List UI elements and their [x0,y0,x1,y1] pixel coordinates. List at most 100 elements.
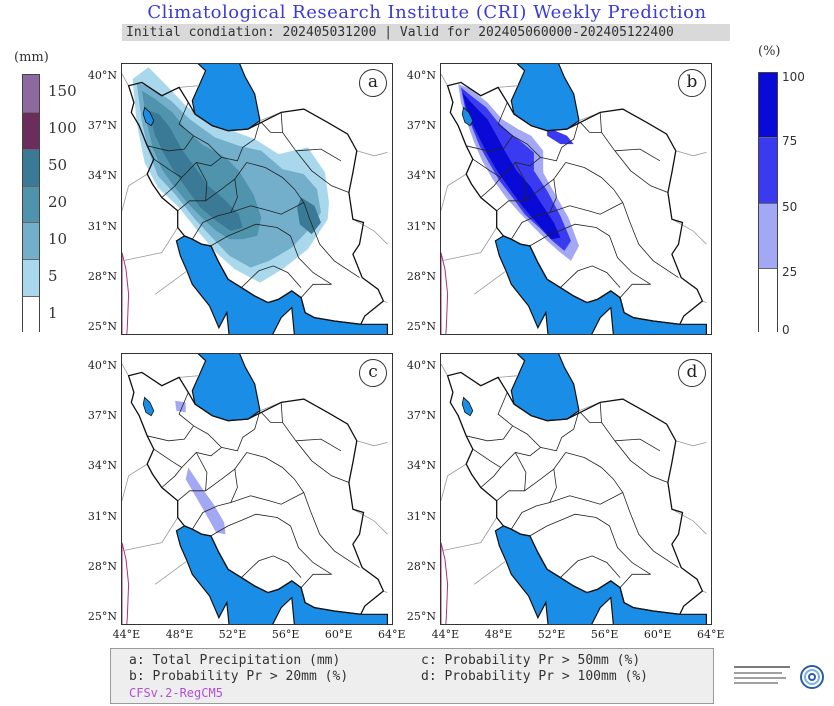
prob-colorbar-segment [759,203,777,268]
country-border [154,270,188,295]
precip-colorbar-segment [23,148,39,186]
panel-a-label: a [359,69,387,97]
lat-label: 34°N [406,459,436,473]
prob-colorbar-tick: 75 [782,134,798,148]
country-border [356,440,388,447]
country-border [122,227,179,262]
panel-b-prob20-map: b [440,63,712,335]
panel-c-map-svg [122,354,388,624]
lat-label: 34°N [87,169,117,183]
lat-label: 40°N [87,69,117,83]
province-border [195,162,208,201]
province-border [191,469,238,530]
province-border [549,202,623,215]
province-border [178,392,261,452]
precip-colorbar-segment [23,222,39,260]
province-border [619,573,651,588]
country-border [441,173,467,211]
country-border [473,560,507,585]
province-border [614,438,661,452]
lon-label: 64°E [697,628,725,641]
country-border [122,73,129,86]
province-border [178,102,261,162]
precip-colorbar-tick: 20 [48,193,68,211]
lat-label: 28°N [87,559,117,573]
country-border [352,218,388,245]
lon-label: 48°E [165,628,194,641]
legend-a: a: Total Precipitation (mm) [129,653,341,668]
data-shading [462,92,561,240]
lat-label: 40°N [406,69,436,83]
precip-colorbar-tick: 50 [48,156,68,175]
precip-colorbar-tick: 150 [48,82,77,101]
country-border [441,517,498,552]
province-border [210,223,291,247]
province-border [290,525,332,575]
province-border [290,235,332,285]
lat-label: 34°N [87,459,117,473]
province-border [496,162,567,212]
country-border [179,375,200,378]
lon-label: 56°E [271,628,300,641]
lat-label: 34°N [406,169,436,183]
institute-swirl-logo-icon [734,665,824,689]
precip-colorbar-segment [23,259,39,297]
prob-colorbar-tick: 25 [782,265,798,279]
data-shading [547,127,574,145]
prob-colorbar-segment [759,73,777,137]
precip-colorbar-segment [23,296,39,333]
country-border [122,517,179,552]
lat-label: 37°N [87,119,117,133]
lon-label: 64°E [378,628,406,641]
country-border [441,227,498,262]
province-border [161,467,183,488]
country-border [441,463,467,501]
prob-colorbar-tick: 0 [782,323,790,337]
lon-label: 60°E [643,628,672,641]
lat-label: 40°N [87,359,117,373]
country-border [179,85,200,88]
province-border [280,112,350,193]
province-border [300,283,332,298]
page-title: Climatological Research Institute (CRI) … [147,2,707,23]
province-border [609,235,651,285]
iran-border [446,371,704,616]
legend-d: d: Probability Pr > 100mm (%) [421,669,648,684]
country-border [356,150,388,157]
country-border [675,150,707,157]
province-border [619,283,651,298]
lat-label: 25°N [87,319,117,333]
panel-d-map-svg [441,354,707,624]
province-border [177,452,248,502]
lat-label: 25°N [406,319,436,333]
lat-label: 37°N [406,409,436,423]
panel-legend-box: a: Total Precipitation (mm) b: Probabili… [110,648,714,704]
province-border [609,525,651,575]
province-border [472,157,541,179]
western-coast [122,542,130,624]
lat-label: 31°N [406,219,436,233]
prob-colorbar-tick: 100 [782,70,805,84]
lat-label: 31°N [87,509,117,523]
iran-border [127,371,385,616]
country-border [498,375,519,378]
province-border [560,555,621,578]
prob-colorbar-segment [759,137,777,203]
province-border [580,412,602,423]
province-border [295,438,342,452]
province-border [614,148,661,162]
country-border [122,363,129,376]
panel-d-label: d [678,359,706,387]
province-border [230,202,304,215]
precip-colorbar-tick: 10 [48,229,68,248]
lat-label: 40°N [406,359,436,373]
province-border [497,102,580,162]
lake-urmia [461,106,474,127]
panel-c-prob50-map: c [121,353,393,625]
province-border [241,265,302,288]
province-border [529,223,610,247]
country-border [122,463,148,501]
precip-colorbar-segment [23,75,39,112]
province-border [261,122,283,133]
province-border [514,452,527,491]
